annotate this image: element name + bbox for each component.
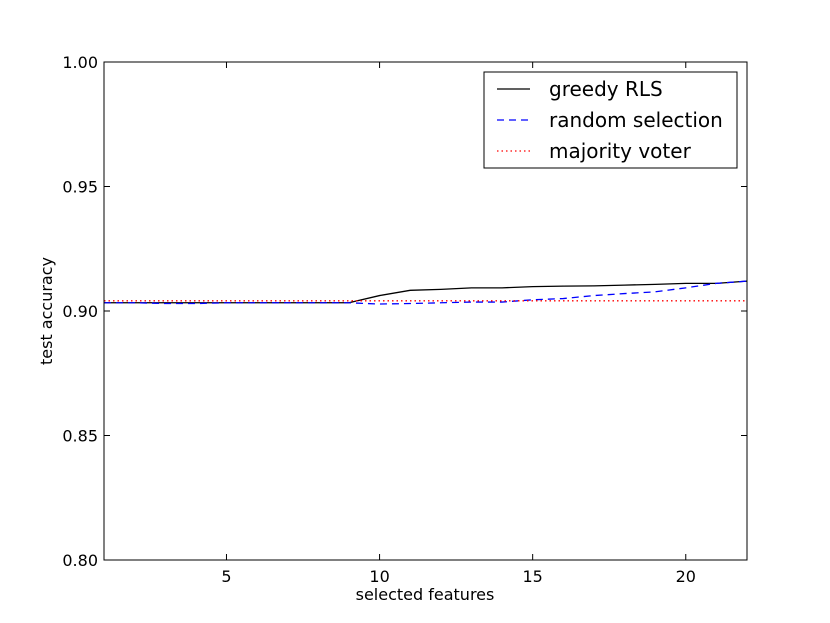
legend-label-random-selection: random selection <box>549 108 723 132</box>
y-tick-label: 0.85 <box>62 427 98 446</box>
legend: greedy RLS random selection majority vot… <box>483 71 738 169</box>
y-tick-label: 0.90 <box>62 302 98 321</box>
y-axis-label: test accuracy <box>37 257 56 365</box>
y-tick-label: 1.00 <box>62 53 98 72</box>
x-tick-label: 5 <box>221 567 231 586</box>
x-tick-label: 10 <box>369 567 389 586</box>
y-tick-label: 0.80 <box>62 551 98 570</box>
x-tick-label: 15 <box>522 567 542 586</box>
y-tick-label: 0.95 <box>62 178 98 197</box>
legend-label-greedy-rls: greedy RLS <box>549 77 663 101</box>
x-axis-label: selected features <box>356 585 495 604</box>
legend-label-majority-voter: majority voter <box>549 139 692 163</box>
tick-layer: 5 10 15 20 0.80 0.85 0.90 0.95 1.00 <box>62 53 747 586</box>
series-line-greedy-rls <box>104 280 748 304</box>
x-tick-label: 20 <box>676 567 696 586</box>
series-layer <box>104 280 748 305</box>
